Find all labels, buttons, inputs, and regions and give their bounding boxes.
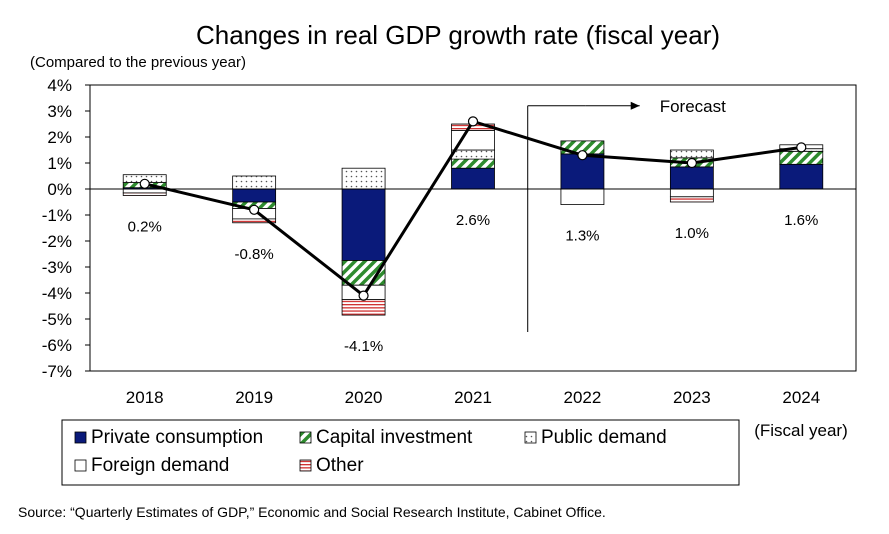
bar-segment-capital-investment	[451, 158, 495, 169]
bar-segment-foreign-demand	[560, 188, 605, 205]
bar-segment-private-consumption	[232, 188, 277, 203]
bar-segment-foreign-demand	[122, 188, 167, 194]
legend-swatch-foreign-demand	[74, 459, 87, 472]
bar-segment-other	[232, 218, 277, 224]
gdp-point	[796, 142, 807, 153]
y-tick-label: -1%	[42, 206, 72, 225]
bar-segment-private-consumption	[341, 188, 386, 261]
bar-segment-other	[122, 192, 167, 196]
y-tick-label: 3%	[47, 102, 72, 121]
value-label: 1.6%	[784, 212, 818, 229]
bar-segment-capital-investment	[779, 150, 824, 165]
value-label: 1.3%	[565, 228, 599, 245]
legend-box	[61, 419, 740, 486]
gdp-point	[577, 150, 588, 161]
gdp-point	[139, 178, 150, 189]
y-axis-label: (Compared to the previous year)	[30, 54, 246, 71]
chart-title: Changes in real GDP growth rate (fiscal …	[196, 20, 720, 50]
bar-segment-public-demand	[232, 175, 277, 190]
y-tick-label: -5%	[42, 310, 72, 329]
x-axis-label: (Fiscal year)	[754, 421, 848, 440]
bar-segment-public-demand	[341, 167, 386, 190]
legend-label: Capital investment	[316, 427, 473, 448]
bar-segment-private-consumption	[669, 166, 714, 190]
legend-swatch-other	[299, 459, 312, 472]
legend-label: Private consumption	[91, 427, 263, 448]
y-tick-label: 1%	[47, 154, 72, 173]
x-tick-label: 2023	[673, 388, 711, 407]
legend-swatch-capital-investment	[299, 431, 312, 444]
x-tick-label: 2024	[782, 388, 820, 407]
gdp-point	[686, 157, 697, 169]
source-note: Source: “Quarterly Estimates of GDP,” Ec…	[18, 504, 606, 520]
bar-segment-foreign-demand	[669, 188, 714, 198]
forecast-label: Forecast	[660, 97, 726, 116]
legend-label: Foreign demand	[91, 455, 229, 476]
x-tick-label: 2019	[235, 388, 273, 407]
bar-segment-other	[341, 299, 386, 316]
gdp-point	[358, 290, 369, 301]
value-label: 0.2%	[128, 219, 162, 236]
plot-frame	[89, 84, 857, 372]
legend-swatch-private-consumption	[74, 431, 87, 444]
y-tick-label: -7%	[42, 362, 72, 381]
y-tick-label: -2%	[42, 232, 72, 251]
bar-segment-other	[669, 196, 714, 203]
y-tick-label: 2%	[47, 128, 72, 147]
x-tick-label: 2020	[345, 388, 383, 407]
value-label: -4.1%	[344, 338, 383, 355]
legend-swatch-public-demand	[524, 431, 537, 444]
value-label: 2.6%	[456, 212, 490, 229]
x-tick-label: 2022	[564, 388, 602, 407]
bar-segment-public-demand	[669, 149, 714, 159]
x-tick-label: 2018	[126, 388, 164, 407]
x-tick-label: 2021	[454, 388, 492, 407]
legend-label: Other	[316, 455, 364, 476]
y-tick-label: -3%	[42, 258, 72, 277]
bar-segment-private-consumption	[451, 167, 495, 190]
y-tick-label: -4%	[42, 284, 72, 303]
bar-segment-private-consumption	[779, 163, 824, 190]
bar-segment-public-demand	[451, 149, 495, 160]
gdp-point	[467, 116, 479, 127]
y-tick-label: 4%	[47, 76, 72, 95]
y-tick-label: -6%	[42, 336, 72, 355]
value-label: -0.8%	[235, 246, 274, 263]
value-label: 1.0%	[675, 225, 709, 242]
y-tick-label: 0%	[47, 180, 72, 199]
legend-label: Public demand	[541, 427, 667, 448]
gdp-point	[249, 204, 260, 215]
